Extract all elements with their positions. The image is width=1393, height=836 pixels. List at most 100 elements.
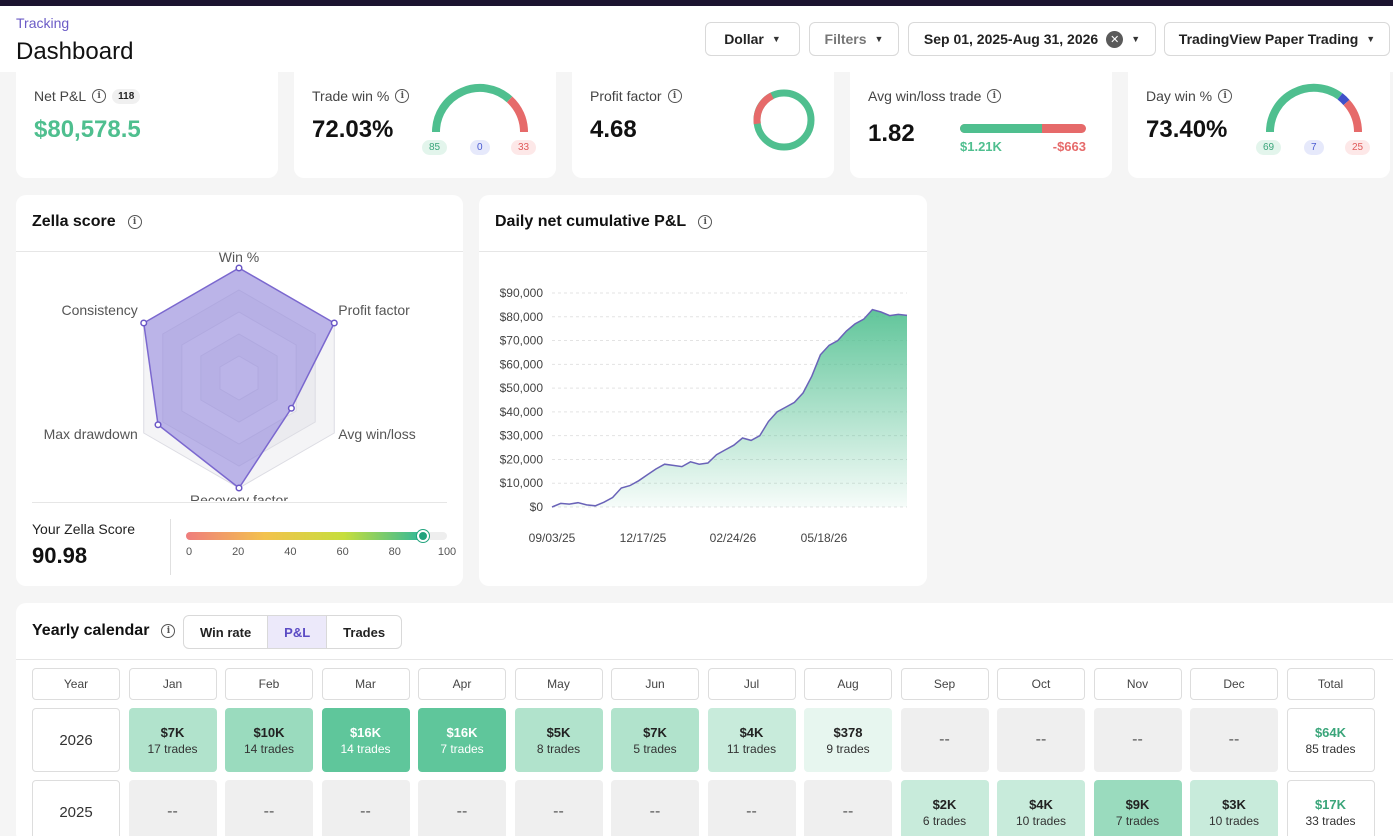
y-tick-label: $80,000 bbox=[500, 310, 544, 324]
total-cell: $64K 85 trades bbox=[1286, 708, 1375, 772]
y-tick-label: $30,000 bbox=[500, 429, 544, 443]
column-header-label: Year bbox=[63, 677, 89, 691]
month-pnl: $5K bbox=[546, 724, 571, 740]
trade-win-value: 72.03% bbox=[312, 116, 394, 143]
month-cell[interactable]: $16K 7 trades bbox=[418, 708, 506, 772]
calendar-view-toggle: Win rate P&L Trades bbox=[183, 615, 403, 649]
month-pnl: $4K bbox=[739, 724, 764, 740]
month-empty: -- bbox=[842, 803, 854, 820]
month-cell[interactable]: $2K 6 trades bbox=[900, 780, 989, 836]
avg-loss-amount: -$663 bbox=[1052, 139, 1086, 154]
yearly-calendar-header: Yearly calendar i bbox=[32, 622, 176, 640]
info-icon[interactable]: i bbox=[395, 89, 410, 103]
net-pnl-label-row: Net P&L i 118 bbox=[34, 88, 141, 104]
zella-score-title: Zella score bbox=[32, 213, 116, 230]
month-trade-count: 8 trades bbox=[536, 741, 581, 756]
month-cell[interactable]: -- bbox=[514, 780, 603, 836]
zella-score-marker bbox=[417, 530, 430, 542]
month-cell[interactable]: -- bbox=[225, 780, 313, 836]
x-tick-label: 05/18/26 bbox=[801, 531, 848, 545]
zella-radar-chart: Win % Profit factor Avg win/loss Recovery f… bbox=[44, 251, 416, 501]
currency-label: Dollar bbox=[724, 31, 764, 47]
currency-dropdown[interactable]: Dollar ▼ bbox=[705, 22, 800, 56]
day-win-value: 73.40% bbox=[1146, 116, 1228, 143]
month-cell[interactable]: $4K 11 trades bbox=[707, 708, 796, 772]
info-icon[interactable]: i bbox=[1218, 89, 1233, 103]
month-cell[interactable]: -- bbox=[707, 780, 796, 836]
toggle-win-rate[interactable]: Win rate bbox=[184, 616, 269, 648]
info-icon[interactable]: i bbox=[127, 215, 142, 229]
pnl-area bbox=[552, 309, 907, 507]
info-icon[interactable]: i bbox=[161, 624, 176, 638]
month-cell[interactable]: -- bbox=[418, 780, 506, 836]
chevron-down-icon: ▼ bbox=[771, 34, 781, 44]
calendar-column-header: Jan bbox=[128, 668, 217, 700]
top-accent-bar bbox=[0, 0, 1393, 6]
calendar-column-header: May bbox=[514, 668, 603, 700]
divider bbox=[479, 251, 927, 252]
month-cell[interactable]: $3K 10 trades bbox=[1190, 780, 1278, 836]
profit-factor-card: Profit factor i 4.68 bbox=[572, 62, 834, 178]
zella-score-header: Zella score i bbox=[32, 213, 142, 231]
month-pnl: $2K bbox=[932, 796, 957, 812]
net-pnl-value: $80,578.5 bbox=[34, 116, 141, 143]
avg-win-loss-card: Avg win/loss trade i 1.82 $1.21K -$663 bbox=[850, 62, 1112, 178]
zella-score-scale bbox=[186, 530, 447, 542]
info-icon[interactable]: i bbox=[92, 89, 107, 103]
zella-scale-ticks: 0 20 40 60 80 100 bbox=[186, 546, 456, 560]
column-header-label: Jun bbox=[645, 677, 665, 691]
y-tick-label: $50,000 bbox=[500, 381, 544, 395]
account-dropdown[interactable]: TradingView Paper Trading ▼ bbox=[1164, 22, 1390, 56]
toggle-pnl[interactable]: P&L bbox=[268, 616, 328, 648]
year-cell: 2025 bbox=[32, 780, 120, 836]
date-range-label: Sep 01, 2025-Aug 31, 2026 bbox=[923, 31, 1099, 47]
month-cell[interactable]: -- bbox=[900, 708, 989, 772]
month-cell[interactable]: -- bbox=[1190, 708, 1278, 772]
win-loss-ratio-bar bbox=[960, 124, 1086, 133]
toggle-trades[interactable]: Trades bbox=[343, 624, 386, 640]
chevron-down-icon: ▼ bbox=[1366, 34, 1376, 44]
scale-tick-label: 20 bbox=[232, 546, 245, 558]
avg-win-amount: $1.21K bbox=[960, 139, 1002, 154]
breadcrumb[interactable]: Tracking bbox=[16, 15, 70, 31]
cumulative-pnl-card: Daily net cumulative P&L i $0 $10,000 $20,… bbox=[479, 195, 927, 586]
month-cell[interactable]: -- bbox=[611, 780, 699, 836]
radar-axis-label: Consistency bbox=[61, 302, 137, 318]
trade-win-gauge bbox=[432, 83, 529, 133]
zella-score-fill bbox=[186, 532, 424, 540]
clear-icon[interactable]: ✕ bbox=[1106, 30, 1124, 48]
total-pnl: $17K bbox=[1314, 796, 1347, 812]
month-trade-count: 14 trades bbox=[243, 741, 295, 756]
avg-win-loss-value: 1.82 bbox=[868, 120, 915, 147]
month-cell[interactable]: -- bbox=[1093, 708, 1182, 772]
column-header-label: Jul bbox=[743, 677, 760, 691]
month-cell[interactable]: $5K 8 trades bbox=[514, 708, 603, 772]
y-tick-label: $10,000 bbox=[500, 476, 544, 490]
month-trade-count: 7 trades bbox=[440, 741, 484, 756]
column-header-label: Dec bbox=[1223, 677, 1245, 691]
page-title: Dashboard bbox=[16, 38, 134, 65]
month-cell[interactable]: $7K 17 trades bbox=[128, 708, 217, 772]
month-cell[interactable]: $10K 14 trades bbox=[225, 708, 313, 772]
month-cell[interactable]: $9K 7 trades bbox=[1093, 780, 1182, 836]
info-icon[interactable]: i bbox=[667, 89, 682, 103]
month-cell[interactable]: -- bbox=[804, 780, 892, 836]
radar-axis-label: Recovery factor bbox=[190, 492, 288, 501]
month-trade-count: 10 trades bbox=[1208, 813, 1260, 828]
gauge-win-arc bbox=[1265, 83, 1343, 133]
month-cell[interactable]: $378 9 trades bbox=[804, 708, 892, 772]
filters-dropdown[interactable]: Filters ▼ bbox=[809, 22, 899, 56]
date-range-picker[interactable]: Sep 01, 2025-Aug 31, 2026 ✕ ▼ bbox=[908, 22, 1156, 56]
month-cell[interactable]: $7K 5 trades bbox=[611, 708, 699, 772]
month-cell[interactable]: $4K 10 trades bbox=[997, 780, 1085, 836]
month-trade-count: 7 trades bbox=[1115, 813, 1160, 828]
month-cell[interactable]: -- bbox=[128, 780, 217, 836]
month-cell[interactable]: -- bbox=[997, 708, 1085, 772]
month-cell[interactable]: $16K 14 trades bbox=[321, 708, 410, 772]
month-trade-count: 17 trades bbox=[147, 741, 198, 756]
info-icon[interactable]: i bbox=[698, 215, 713, 229]
info-icon[interactable]: i bbox=[987, 89, 1002, 103]
month-cell[interactable]: -- bbox=[321, 780, 410, 836]
radar-point bbox=[287, 404, 295, 412]
day-win-card: Day win % i 73.40% 69 7 25 bbox=[1128, 62, 1390, 178]
